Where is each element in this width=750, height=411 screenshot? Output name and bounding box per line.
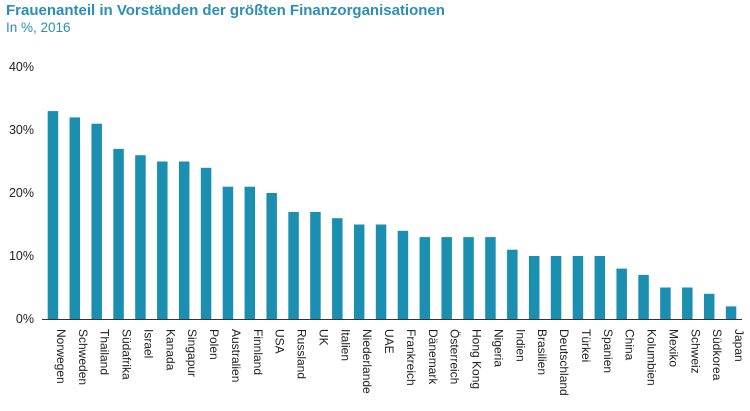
bar	[660, 288, 671, 320]
x-tick-label: UK	[316, 329, 330, 346]
x-tick-label: Südafrika	[120, 329, 134, 380]
bar	[529, 256, 540, 319]
x-axis-labels: Norwegen Schweden Thailand Südafrika Israel K…	[54, 329, 746, 396]
x-tick-label: Deutschland	[557, 329, 571, 396]
bar	[595, 256, 606, 319]
x-tick-label: Singapur	[185, 329, 199, 377]
x-tick-label: Südkorea	[710, 329, 724, 381]
x-tick-label: Kolumbien	[645, 329, 659, 386]
bar	[507, 250, 518, 319]
y-tick-label: 0%	[16, 312, 34, 326]
x-tick-label: USA	[273, 329, 287, 354]
x-tick-label: Spanien	[601, 329, 615, 373]
bar	[354, 225, 365, 320]
x-tick-label: Finnland	[251, 329, 265, 375]
x-tick-label: Italien	[338, 329, 352, 361]
bar	[441, 237, 452, 319]
x-tick-label: Dänemark	[426, 329, 440, 385]
bar	[420, 237, 431, 319]
bar	[485, 237, 496, 319]
bar	[551, 256, 562, 319]
y-tick-label: 20%	[9, 186, 34, 200]
x-tick-label: Kanada	[163, 329, 177, 371]
bar	[376, 225, 387, 320]
bar	[638, 275, 649, 319]
bar	[113, 149, 124, 319]
x-tick-label: Japan	[732, 329, 746, 362]
y-tick-label: 40%	[9, 60, 34, 74]
bar	[726, 306, 737, 319]
x-tick-label: Schweiz	[688, 329, 702, 374]
bar	[201, 168, 212, 319]
y-tick-label: 10%	[9, 249, 34, 263]
x-tick-label: Nigeria	[491, 329, 505, 367]
bar	[179, 162, 190, 320]
x-tick-label: Russland	[295, 329, 309, 379]
bar	[704, 294, 715, 319]
bar	[48, 111, 59, 319]
x-tick-label: Brasilien	[535, 329, 549, 375]
x-tick-label: Schweden	[76, 329, 90, 385]
bar	[332, 218, 343, 319]
x-tick-label: Israel	[141, 329, 155, 358]
bar	[157, 162, 168, 320]
bar	[616, 269, 627, 319]
bar	[245, 187, 256, 319]
x-tick-label: Polen	[207, 329, 221, 360]
x-tick-label: Australien	[229, 329, 243, 382]
bar	[682, 288, 693, 320]
x-tick-label: UAE	[382, 329, 396, 354]
x-tick-label: Türkei	[579, 329, 593, 362]
bar	[463, 237, 474, 319]
x-tick-label: Norwegen	[54, 329, 68, 384]
bars	[48, 111, 737, 319]
x-tick-label: China	[623, 329, 637, 361]
y-tick-label: 30%	[9, 123, 34, 137]
x-tick-label: Thailand	[98, 329, 112, 375]
bar	[288, 212, 299, 319]
bar	[70, 117, 81, 319]
bar	[223, 187, 234, 319]
bar	[398, 231, 409, 319]
x-tick-label: Niederlande	[360, 329, 374, 394]
y-axis: 0% 10% 20% 30% 40%	[9, 60, 34, 326]
bar	[266, 193, 277, 319]
bar	[135, 155, 146, 319]
bar	[91, 124, 102, 319]
bar	[573, 256, 584, 319]
bar	[310, 212, 321, 319]
x-tick-label: Indien	[513, 329, 527, 362]
x-tick-label: Frankreich	[404, 329, 418, 386]
x-tick-label: Österreich	[448, 329, 462, 384]
x-tick-label: Mexiko	[666, 329, 680, 367]
x-tick-label: Hong Kong	[470, 329, 484, 389]
